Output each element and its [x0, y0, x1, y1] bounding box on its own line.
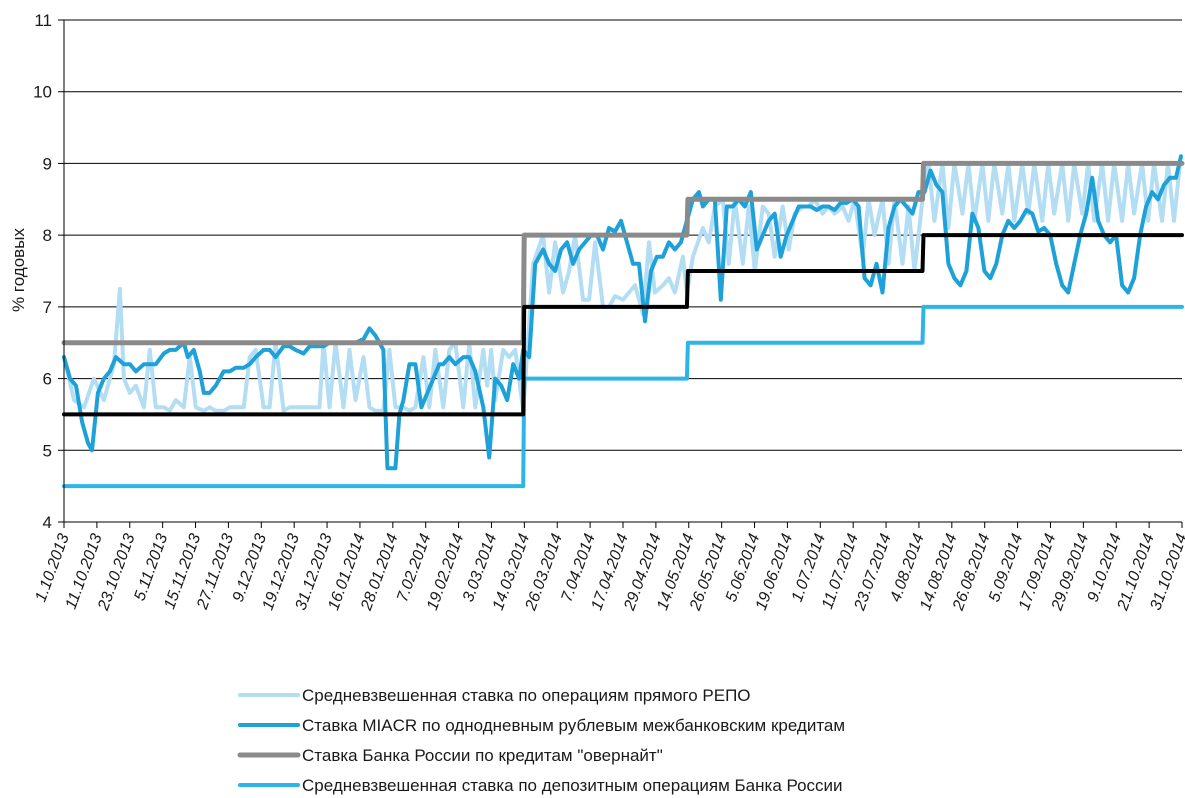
- y-tick-label-11: 11: [34, 11, 52, 30]
- series-line-1: [62, 161, 1182, 413]
- y-tick-label-6: 6: [43, 370, 52, 389]
- y-axis-title: % годовых: [9, 228, 28, 312]
- series-lines: [61, 154, 1185, 489]
- series-line-4: [62, 304, 1184, 489]
- x-tick-labels: 1.10.201311.10.201323.10.20135.11.201315…: [32, 531, 1185, 613]
- y-tick-label-10: 10: [33, 83, 52, 102]
- legend-label-3: Ставка Банка России по кредитам "овернай…: [302, 746, 663, 765]
- series-line-3: [61, 160, 1185, 346]
- axes: [58, 19, 1183, 528]
- series-line-5: [62, 233, 1184, 417]
- legend-label-1: Средневзвешенная ставка по операциям пря…: [302, 686, 751, 705]
- legend-label-4: Средневзвешенная ставка по депозитным оп…: [302, 776, 843, 795]
- y-tick-label-5: 5: [43, 441, 52, 460]
- legend-label-2: Ставка MIACR по однодневным рублевым меж…: [302, 716, 845, 735]
- series-line-2: [62, 154, 1183, 471]
- y-tick-label-9: 9: [43, 154, 52, 173]
- y-tick-label-4: 4: [43, 513, 52, 532]
- gridlines: [64, 19, 1182, 523]
- legend: Средневзвешенная ставка по операциям пря…: [237, 686, 845, 795]
- y-tick-label-8: 8: [43, 226, 52, 245]
- y-tick-labels: 4 5 6 7 8 9 10 11: [33, 11, 52, 532]
- y-tick-label-7: 7: [43, 298, 52, 317]
